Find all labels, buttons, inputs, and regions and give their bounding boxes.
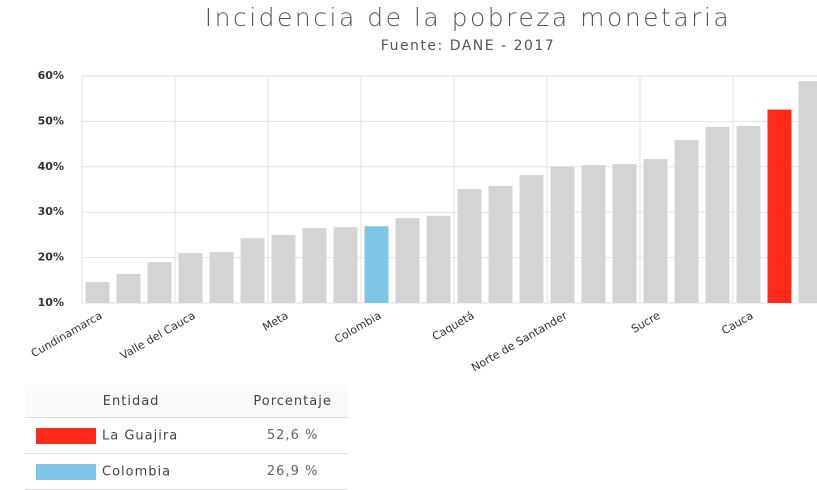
bar	[644, 159, 668, 303]
bar	[706, 127, 730, 303]
bar	[737, 126, 761, 303]
x-tick-label: Caquetá	[430, 309, 477, 343]
entity-cell: La Guajira	[25, 418, 237, 454]
bar	[799, 81, 817, 303]
table-row: La Guajira 52,6 %	[25, 418, 348, 454]
bar	[551, 167, 575, 303]
y-tick-label: 50%	[38, 114, 64, 127]
bar	[241, 238, 265, 303]
table-header: Entidad Porcentaje	[25, 385, 348, 418]
x-tick-label: Sucre	[629, 309, 663, 336]
x-tick-label: Colombia	[332, 309, 383, 346]
chart-subtitle: Fuente: DANE - 2017	[381, 38, 555, 54]
bar	[396, 218, 420, 303]
entity-cell: Colombia	[25, 454, 237, 490]
bar	[179, 253, 203, 303]
bar	[303, 228, 327, 303]
bar	[210, 252, 234, 303]
x-tick-label: Cundinamarca	[29, 309, 105, 360]
chart: Incidencia de la pobreza monetaria Fuent…	[0, 0, 817, 385]
bar	[427, 216, 451, 303]
y-tick-label: 60%	[38, 69, 64, 82]
y-tick-label: 20%	[38, 251, 64, 264]
bar	[86, 282, 110, 303]
bar	[334, 227, 358, 303]
bar	[365, 226, 389, 303]
bar	[675, 140, 699, 303]
percent-cell: 26,9 %	[237, 454, 348, 490]
percent-cell: 52,6 %	[237, 418, 348, 454]
swatch	[36, 428, 96, 444]
swatch	[36, 464, 96, 480]
x-tick-label: Meta	[260, 309, 290, 334]
table-row: Colombia 26,9 %	[25, 454, 348, 490]
bar	[768, 110, 792, 303]
x-tick-label: Cauca	[719, 309, 755, 337]
bar	[582, 165, 606, 303]
x-tick-label: Valle del Cauca	[118, 309, 197, 362]
bar	[489, 186, 513, 303]
y-tick-label: 10%	[38, 296, 64, 309]
chart-title: Incidencia de la pobreza monetaria	[205, 3, 731, 32]
bar	[148, 262, 172, 303]
x-tick-label: Norte de Santander	[469, 309, 570, 375]
entity: La Guajira	[102, 428, 178, 443]
y-tick-label: 30%	[38, 205, 64, 218]
y-tick-label: 40%	[38, 160, 64, 173]
legend-table: Entidad Porcentaje La Guajira 52,6 % Col…	[25, 385, 348, 490]
bar	[272, 235, 296, 303]
bar	[117, 274, 141, 303]
bar	[520, 175, 544, 303]
bar	[613, 164, 637, 303]
header-cell: Porcentaje	[237, 385, 348, 418]
header-cell: Entidad	[25, 385, 237, 418]
bar	[458, 189, 482, 303]
entity: Colombia	[102, 464, 171, 479]
